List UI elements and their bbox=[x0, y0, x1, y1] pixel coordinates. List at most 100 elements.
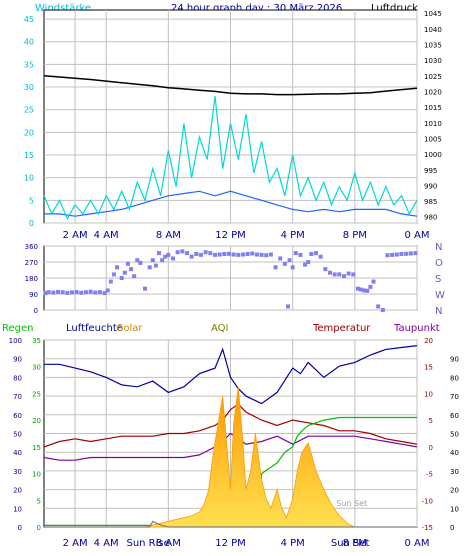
humidity-axis-ticks: 0 10 20 30 40 50 60 70 80 90 100 bbox=[9, 337, 22, 532]
direction-point bbox=[362, 288, 367, 293]
pressure-tick-label: 985 bbox=[424, 198, 437, 206]
direction-tick-label: 0 bbox=[34, 307, 38, 315]
chart-title: 24 hour graph day : 30 März 2026 bbox=[171, 3, 342, 14]
direction-point bbox=[175, 250, 180, 255]
x-tick-label: 8 AM bbox=[156, 230, 181, 241]
pressure-tick-label: 1000 bbox=[424, 151, 442, 159]
direction-point bbox=[135, 258, 140, 263]
direction-point bbox=[43, 291, 48, 296]
humidity-label: Luftfeuchte bbox=[66, 323, 123, 334]
compass-label: W bbox=[435, 290, 445, 301]
aqi-tick-label: 70 bbox=[450, 393, 459, 401]
direction-point bbox=[313, 251, 318, 256]
sun-rise-label: Sun Rise bbox=[126, 538, 169, 549]
x-tick-label: 4 PM bbox=[281, 538, 305, 549]
pressure-tick-label: 1040 bbox=[424, 26, 442, 34]
direction-point bbox=[254, 252, 259, 257]
direction-point bbox=[115, 265, 120, 270]
direction-tick-label: 90 bbox=[29, 291, 38, 299]
direction-point bbox=[371, 279, 376, 284]
humidity-tick-label: 20 bbox=[13, 487, 22, 495]
pressure-tick-label: 1015 bbox=[424, 104, 442, 112]
rain-tick-label: 20 bbox=[32, 417, 41, 425]
pressure-tick-label: 1005 bbox=[424, 135, 442, 143]
direction-point bbox=[93, 290, 98, 295]
rain-label: Regen bbox=[2, 323, 34, 334]
temperature-tick-label: 5 bbox=[429, 417, 433, 425]
direction-point bbox=[184, 251, 189, 256]
direction-point bbox=[390, 252, 395, 257]
humidity-tick-label: 80 bbox=[13, 374, 22, 382]
direction-point bbox=[157, 251, 162, 256]
direction-point bbox=[355, 286, 360, 291]
direction-point bbox=[122, 270, 127, 275]
direction-point bbox=[293, 251, 298, 256]
aqi-axis-ticks: 0 10 20 30 40 50 60 70 80 90 bbox=[450, 356, 459, 532]
rain-tick-label: 5 bbox=[37, 497, 41, 505]
rain-tick-label: 35 bbox=[32, 337, 41, 345]
humidity-tick-label: 90 bbox=[13, 356, 22, 364]
direction-point bbox=[97, 290, 102, 295]
sun-set-label: Sun Set bbox=[331, 538, 370, 549]
direction-point bbox=[203, 250, 208, 255]
direction-point bbox=[180, 249, 185, 254]
direction-point bbox=[105, 288, 110, 293]
bottom-series bbox=[43, 345, 418, 528]
direction-point bbox=[236, 252, 241, 257]
direction-tick-label: 360 bbox=[25, 243, 38, 251]
direction-point bbox=[212, 252, 217, 257]
direction-point bbox=[250, 251, 255, 256]
pressure-tick-label: 990 bbox=[424, 182, 437, 190]
direction-point bbox=[147, 265, 152, 270]
direction-point bbox=[259, 252, 264, 257]
x-tick-label: 4 AM bbox=[94, 538, 119, 549]
aqi-tick-label: 20 bbox=[450, 487, 459, 495]
direction-tick-label: 270 bbox=[25, 259, 38, 267]
aqi-tick-label: 40 bbox=[450, 449, 459, 457]
direction-point bbox=[278, 256, 283, 261]
humidity-tick-label: 10 bbox=[13, 505, 22, 513]
rain-tick-label: 15 bbox=[32, 444, 41, 452]
direction-point bbox=[298, 252, 303, 257]
wind-grid bbox=[44, 10, 418, 224]
aqi-tick-label: 0 bbox=[450, 524, 454, 532]
direction-axis-ticks: 0 90 180 270 360 bbox=[25, 243, 38, 315]
aqi-tick-label: 30 bbox=[450, 468, 459, 476]
wind-tick-label: 5 bbox=[29, 196, 34, 205]
aqi-tick-label: 10 bbox=[450, 505, 459, 513]
x-tick-label: 8 PM bbox=[343, 538, 367, 549]
direction-point bbox=[51, 290, 56, 295]
direction-point bbox=[129, 267, 134, 272]
wind-tick-label: 45 bbox=[24, 15, 34, 24]
humidity-tick-label: 40 bbox=[13, 449, 22, 457]
humidity-tick-label: 30 bbox=[13, 468, 22, 476]
wind-tick-label: 20 bbox=[24, 128, 34, 137]
x-tick-label: 12 PM bbox=[215, 538, 246, 549]
solar-label: Solar bbox=[117, 323, 143, 334]
direction-point bbox=[65, 290, 70, 295]
aqi-label: AQI bbox=[211, 323, 229, 334]
direction-point bbox=[303, 262, 308, 267]
direction-point bbox=[337, 272, 342, 277]
direction-point bbox=[385, 253, 390, 258]
x-tick-label: 4 PM bbox=[281, 230, 305, 241]
pressure-tick-label: 1025 bbox=[424, 73, 442, 81]
direction-point bbox=[394, 252, 399, 257]
wind-tick-label: 25 bbox=[24, 106, 34, 115]
direction-point bbox=[138, 260, 143, 265]
wind-tick-label: 15 bbox=[24, 151, 34, 160]
humidity-tick-label: 0 bbox=[18, 524, 22, 532]
humidity-tick-label: 50 bbox=[13, 431, 22, 439]
wind-axis-label: Windstärke bbox=[35, 3, 91, 14]
rain-tick-label: 30 bbox=[32, 364, 41, 372]
pressure-axis-ticks: 980 985 990 995 1000 1005 1010 1015 1020 1025 1030… bbox=[424, 10, 442, 222]
direction-point bbox=[245, 252, 250, 256]
pressure-tick-label: 980 bbox=[424, 214, 437, 222]
direction-point bbox=[74, 290, 79, 295]
direction-point bbox=[170, 256, 175, 261]
compass-label: S bbox=[435, 274, 441, 285]
rain-axis-ticks: 0 5 10 15 20 25 30 35 bbox=[32, 337, 41, 532]
